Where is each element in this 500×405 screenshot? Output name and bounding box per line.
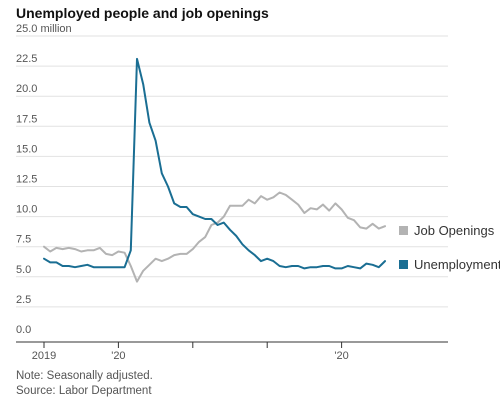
x-tick-label: '20 bbox=[111, 350, 125, 362]
y-tick-label: 7.5 bbox=[16, 234, 31, 246]
chart-title: Unemployed people and job openings bbox=[16, 5, 269, 21]
legend: Job Openings Unemployment bbox=[399, 223, 500, 272]
legend-swatch bbox=[399, 226, 408, 235]
y-tick-label: 25.0 million bbox=[16, 23, 72, 35]
series-line-job-openings bbox=[43, 191, 386, 283]
y-tick-label: 17.5 bbox=[16, 113, 37, 125]
series-lines bbox=[43, 57, 386, 283]
chart-source: Source: Labor Department bbox=[16, 385, 152, 397]
chart-note: Note: Seasonally adjusted. bbox=[16, 370, 153, 382]
y-tick-label: 0.0 bbox=[16, 324, 31, 336]
y-tick-label: 22.5 bbox=[16, 53, 37, 65]
legend-label: Unemployment bbox=[414, 257, 500, 272]
series-line-unemployment bbox=[43, 57, 386, 270]
x-axis: 2019 '20 '20 bbox=[16, 341, 448, 362]
x-tick-label: '20 bbox=[334, 350, 348, 362]
x-tick-label: 2019 bbox=[32, 350, 56, 362]
gridlines bbox=[16, 35, 448, 308]
legend-swatch bbox=[399, 260, 408, 269]
y-tick-label: 12.5 bbox=[16, 174, 37, 186]
y-tick-label: 15.0 bbox=[16, 143, 37, 155]
legend-label: Job Openings bbox=[414, 223, 495, 238]
y-tick-label: 20.0 bbox=[16, 83, 37, 95]
y-axis-tick-labels: 0.0 2.5 5.0 7.5 10.0 12.5 15.0 17.5 20.0 22.5 25.0… bbox=[16, 23, 72, 336]
y-tick-label: 5.0 bbox=[16, 264, 31, 276]
y-tick-label: 10.0 bbox=[16, 204, 37, 216]
y-tick-label: 2.5 bbox=[16, 294, 31, 306]
